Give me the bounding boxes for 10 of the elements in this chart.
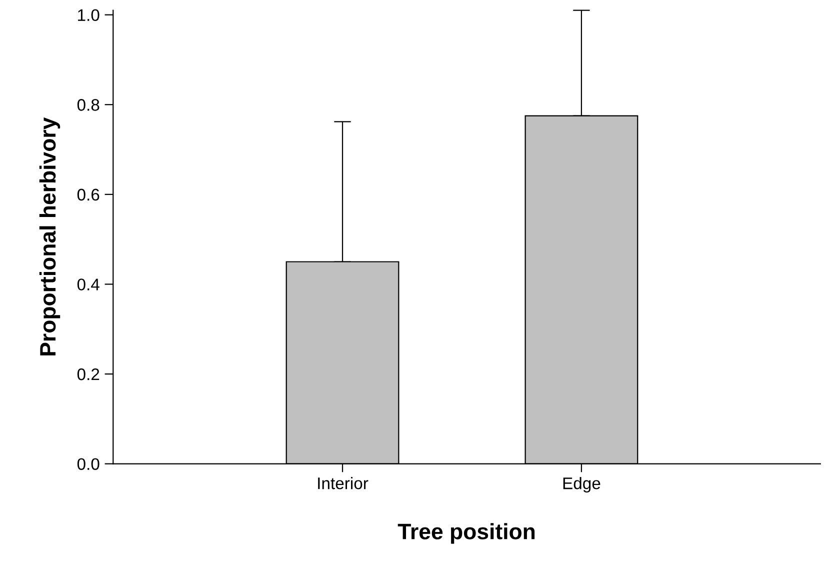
y-tick-label: 0.8 xyxy=(77,99,100,111)
x-tick-label: Edge xyxy=(563,476,600,493)
x-axis-title: Tree position xyxy=(398,523,535,544)
x-tick-label: Interior xyxy=(318,476,368,490)
y-tick-label: 0.4 xyxy=(77,278,100,290)
y-tick-label: 0.0 xyxy=(77,458,100,470)
y-tick-label: 1.0 xyxy=(78,9,100,22)
y-tick-label: 0.6 xyxy=(77,188,100,201)
y-tick-label: 0.2 xyxy=(77,368,100,380)
y-axis-title: Proportional herbivory xyxy=(39,117,60,356)
